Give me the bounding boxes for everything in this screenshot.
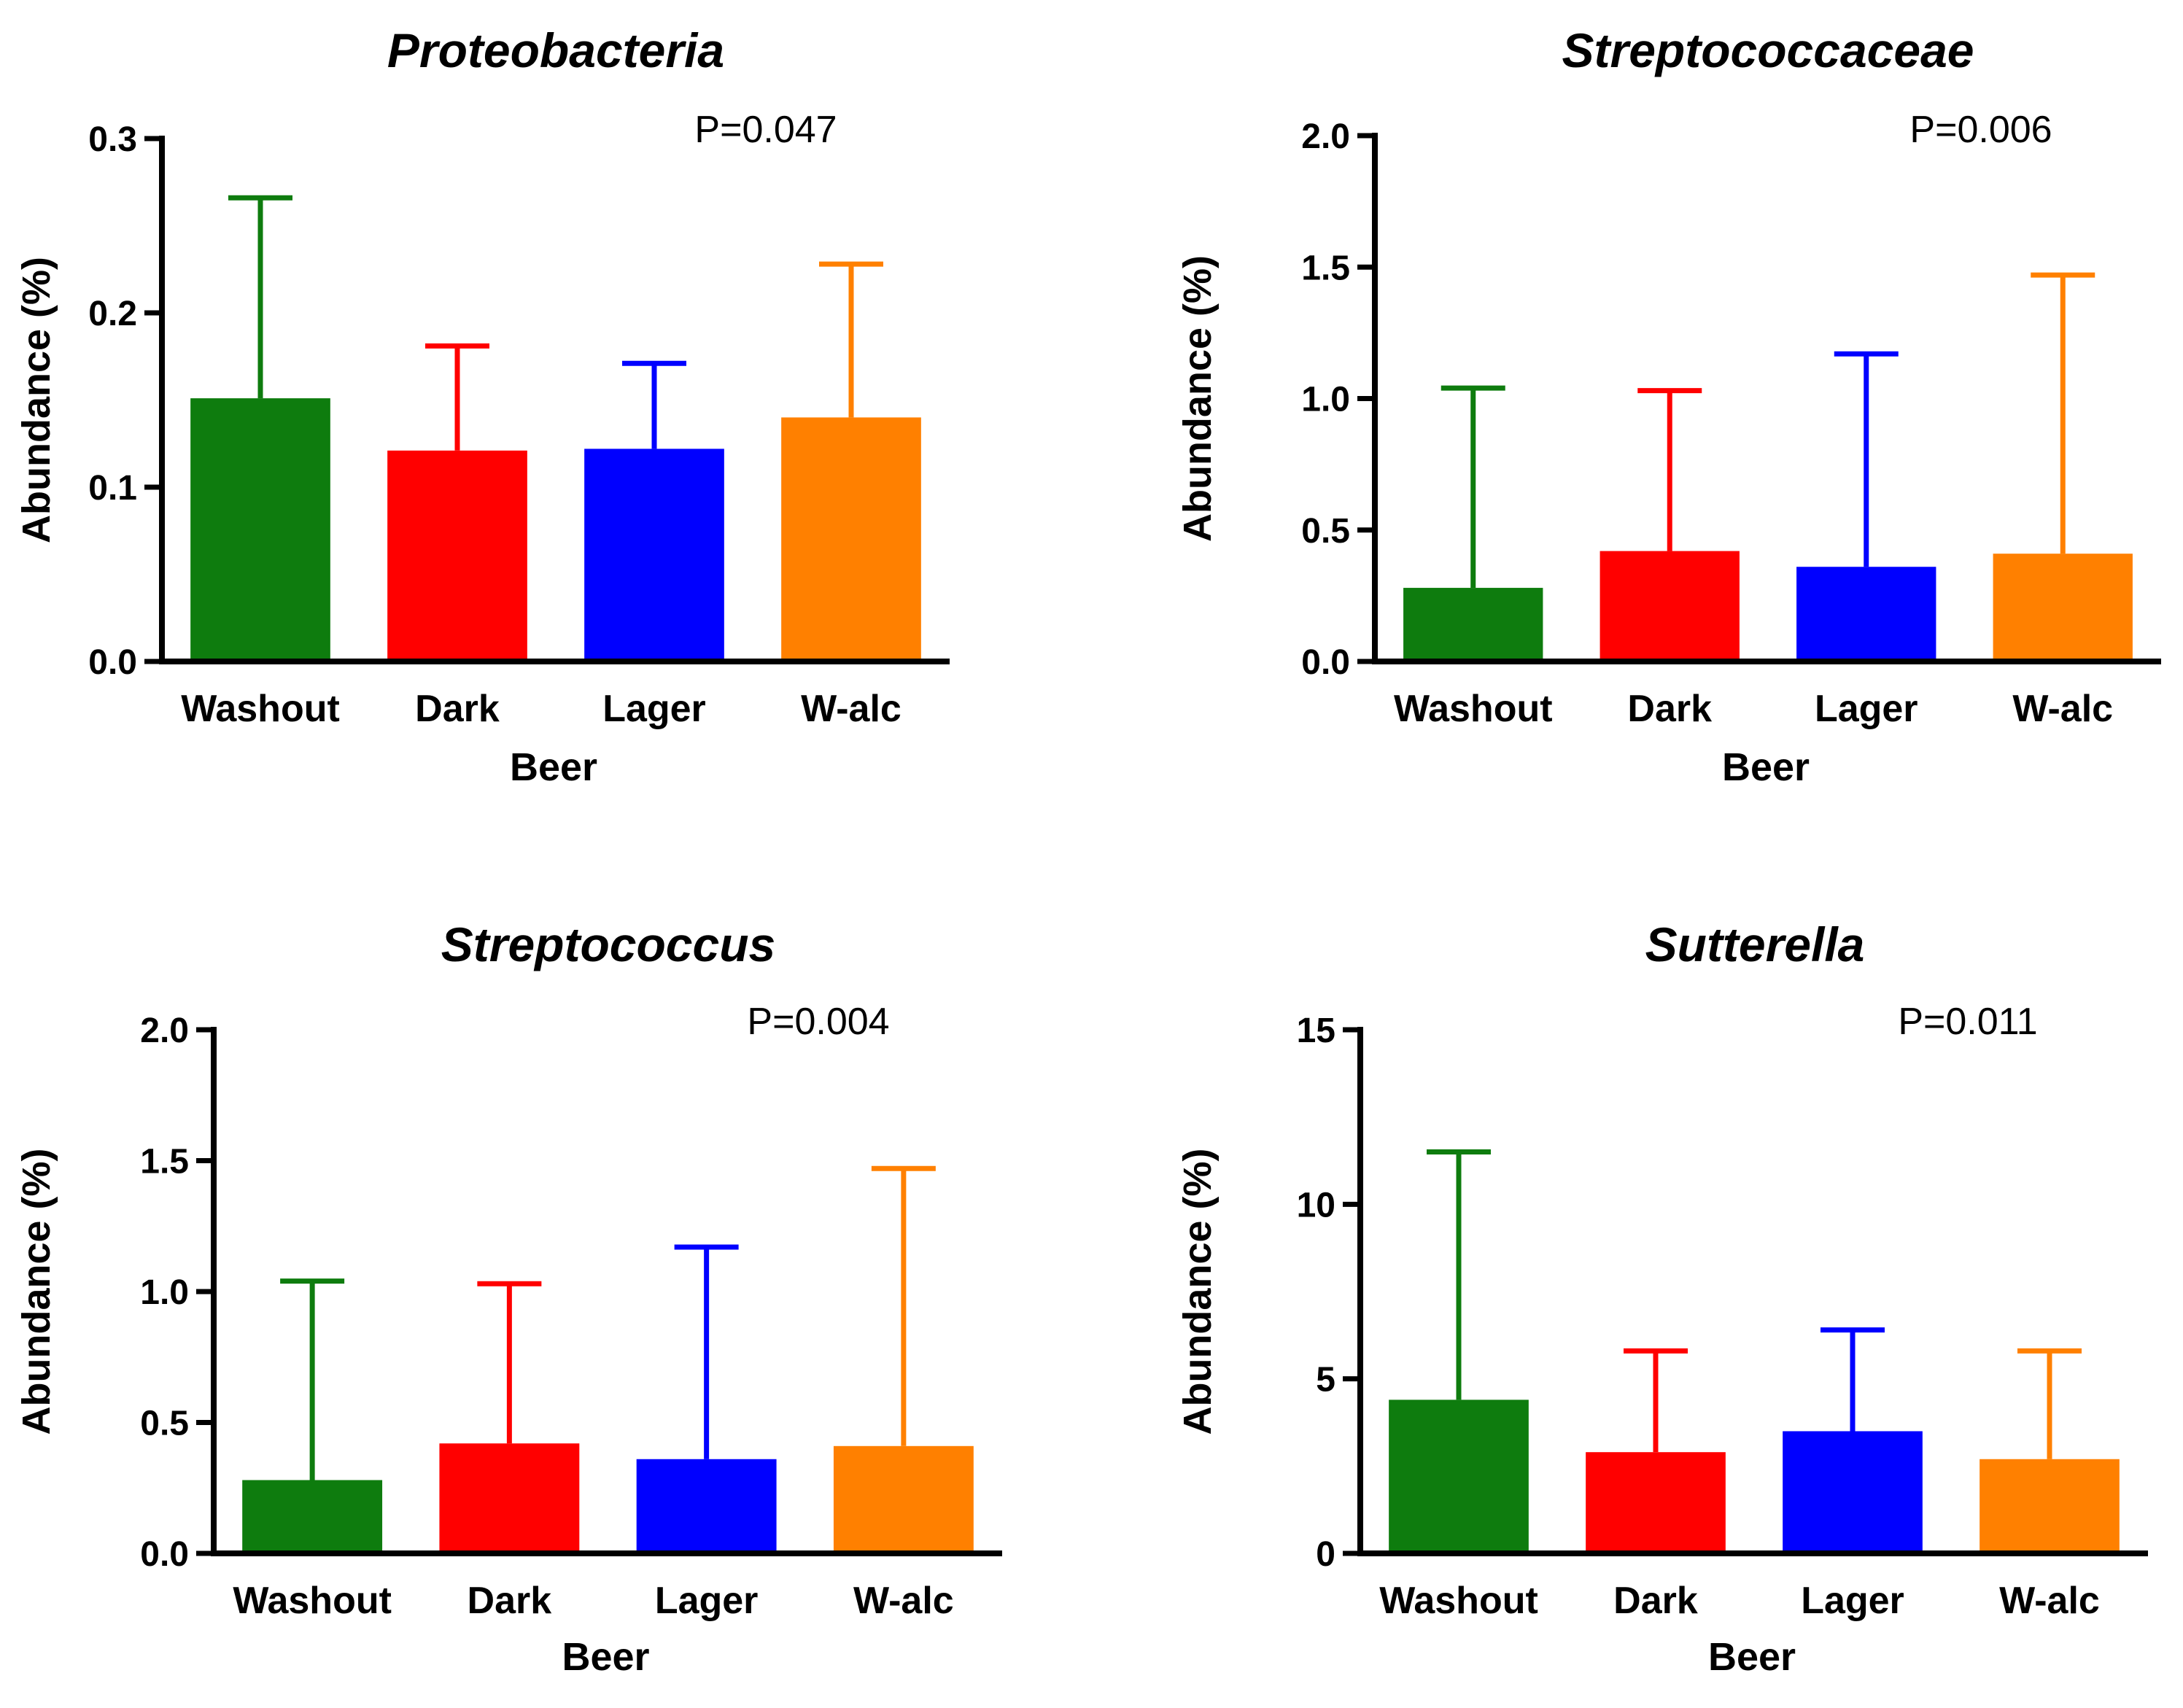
chart-title: Proteobacteria [387, 23, 724, 77]
y-tick-label: 15 [1297, 1012, 1335, 1050]
chart-panel-2: Streptococcaceae P=0.006 Washout Dark Lager W… [1176, 23, 2161, 789]
y-axis-title: Abundance (%) [15, 1148, 58, 1435]
category-label: Lager [602, 688, 706, 730]
y-tick-label: 0.0 [1301, 643, 1350, 682]
bar-washout [1389, 1400, 1529, 1553]
category-label: Dark [1627, 688, 1712, 730]
p-value-annotation: P=0.047 [694, 109, 837, 151]
y-tick-label: 0 [1316, 1535, 1335, 1574]
bar-lager [1796, 567, 1936, 661]
y-tick-label: 0.2 [88, 295, 137, 333]
category-label: Dark [1613, 1580, 1698, 1622]
chart-panel-3: Streptococcus P=0.004 Washout Dark Lager W-al… [15, 917, 1002, 1679]
y-axis-title: Abundance (%) [15, 257, 58, 543]
y-tick-label: 1.0 [1301, 381, 1350, 419]
x-axis-title: Beer [562, 1635, 649, 1679]
bar-dark [1586, 1452, 1726, 1553]
y-tick-label: 0.5 [140, 1405, 189, 1443]
y-tick-label: 10 [1297, 1186, 1335, 1224]
bar-washout [190, 398, 330, 661]
y-tick-label: 1.5 [140, 1143, 189, 1181]
chart-title: Streptococcus [441, 917, 775, 971]
bar-w-alc [1993, 554, 2133, 661]
y-tick-label: 2.0 [1301, 117, 1350, 156]
y-tick-label: 0.1 [88, 469, 137, 508]
y-tick-label: 2.0 [140, 1012, 189, 1050]
x-axis-title: Beer [1708, 1635, 1796, 1679]
bar-dark [439, 1443, 580, 1553]
category-label: Dark [468, 1580, 552, 1622]
y-tick-label: 5 [1316, 1361, 1335, 1400]
chart-panel-1: Proteobacteria P=0.047 Washout Dark Lager W-a… [15, 23, 950, 789]
y-axis-title: Abundance (%) [1176, 1148, 1220, 1435]
y-tick-label: 0.0 [140, 1535, 189, 1574]
bar-w-alc [1980, 1459, 2120, 1553]
y-tick-label: 1.0 [140, 1273, 189, 1312]
category-label: Lager [1801, 1580, 1904, 1622]
bar-lager [1783, 1431, 1923, 1553]
y-axis-title: Abundance (%) [1176, 255, 1220, 542]
y-tick-label: 0.5 [1301, 512, 1350, 551]
p-value-annotation: P=0.004 [747, 1001, 889, 1043]
chart-title: Streptococcaceae [1562, 23, 1974, 77]
y-tick-label: 0.3 [88, 120, 137, 159]
x-axis-title: Beer [1722, 745, 1810, 789]
y-tick-label: 0.0 [88, 643, 137, 682]
y-tick-label: 1.5 [1301, 249, 1350, 287]
category-label: Washout [1379, 1580, 1538, 1622]
category-label: W-alc [853, 1580, 954, 1622]
category-label: W-alc [1999, 1580, 2100, 1622]
category-label: Washout [233, 1580, 392, 1622]
chart-panel-4: Sutterella P=0.011 Washout Dark Lager W-alc 0 5… [1176, 917, 2148, 1679]
bar-dark [387, 450, 527, 661]
category-label: Dark [415, 688, 500, 730]
category-label: Lager [1815, 688, 1918, 730]
category-label: Lager [655, 1580, 759, 1622]
category-label: Washout [181, 688, 340, 730]
bar-washout [1403, 588, 1543, 661]
category-label: W-alc [2012, 688, 2113, 730]
category-label: Washout [1394, 688, 1553, 730]
chart-title: Sutterella [1645, 917, 1865, 971]
p-value-annotation: P=0.006 [1909, 109, 2052, 151]
bar-dark [1600, 551, 1740, 661]
bar-w-alc [781, 417, 921, 661]
bar-w-alc [833, 1445, 974, 1553]
bar-washout [242, 1480, 383, 1553]
x-axis-title: Beer [510, 745, 597, 789]
bar-lager [636, 1459, 777, 1553]
bar-lager [584, 449, 724, 661]
p-value-annotation: P=0.011 [1898, 1001, 2037, 1043]
category-label: W-alc [801, 688, 901, 730]
